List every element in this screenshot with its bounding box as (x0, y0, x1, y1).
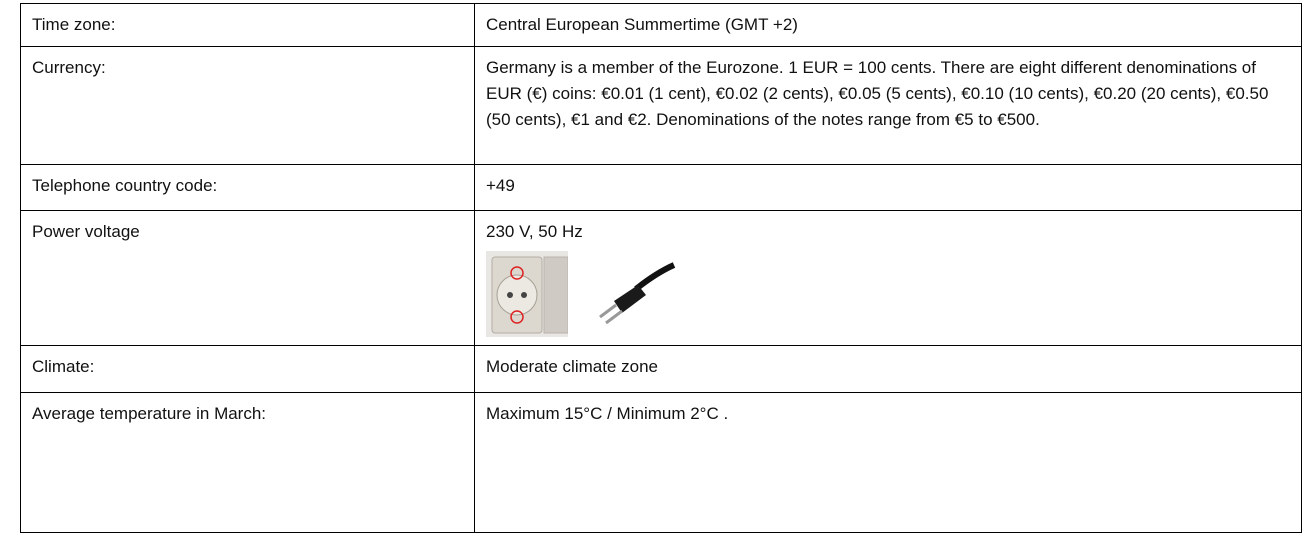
label-text: Telephone country code: (32, 173, 462, 199)
table-row: Power voltage 230 V, 50 Hz (21, 211, 1302, 346)
row-value: Maximum 15°C / Minimum 2°C . (475, 393, 1302, 533)
label-text: Average temperature in March: (32, 401, 462, 427)
label-text: Time zone: (32, 12, 462, 38)
value-text: Germany is a member of the Eurozone. 1 E… (486, 55, 1289, 133)
info-table: Time zone: Central European Summertime (G… (20, 3, 1302, 533)
value-text: Maximum 15°C / Minimum 2°C . (486, 401, 1289, 427)
plug-image (586, 251, 676, 337)
row-label: Climate: (21, 346, 475, 393)
table-row: Telephone country code: +49 (21, 165, 1302, 211)
row-value: 230 V, 50 Hz (475, 211, 1302, 346)
row-label: Telephone country code: (21, 165, 475, 211)
row-value: Central European Summertime (GMT +2) (475, 4, 1302, 47)
label-text: Climate: (32, 354, 462, 380)
row-label: Power voltage (21, 211, 475, 346)
row-label: Currency: (21, 47, 475, 165)
page: Time zone: Central European Summertime (G… (0, 0, 1312, 506)
row-label: Average temperature in March: (21, 393, 475, 533)
table-row: Currency: Germany is a member of the Euro… (21, 47, 1302, 165)
value-text: +49 (486, 173, 1289, 199)
table-row: Climate: Moderate climate zone (21, 346, 1302, 393)
table-row: Time zone: Central European Summertime (G… (21, 4, 1302, 47)
table-body: Time zone: Central European Summertime (G… (21, 4, 1302, 533)
row-value: Germany is a member of the Eurozone. 1 E… (475, 47, 1302, 165)
value-text: 230 V, 50 Hz (486, 219, 1289, 245)
row-label: Time zone: (21, 4, 475, 47)
value-text: Central European Summertime (GMT +2) (486, 12, 1289, 38)
value-text: Moderate climate zone (486, 354, 1289, 380)
row-value: +49 (475, 165, 1302, 211)
row-value: Moderate climate zone (475, 346, 1302, 393)
label-text: Power voltage (32, 219, 462, 245)
socket-image (486, 251, 568, 337)
table-row: Average temperature in March: Maximum 15°… (21, 393, 1302, 533)
label-text: Currency: (32, 55, 462, 81)
plug-images (486, 251, 1289, 337)
